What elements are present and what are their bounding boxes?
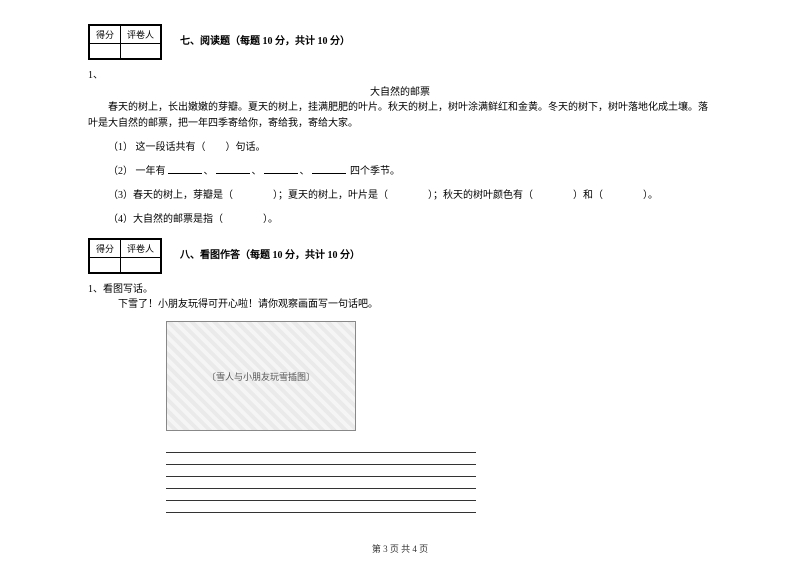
writing-line (166, 477, 476, 489)
q2-part-d: 、 (300, 166, 310, 177)
blank (312, 164, 346, 174)
score-blank-2 (121, 44, 161, 59)
q8-number: 1、看图写话。 (88, 280, 712, 295)
sub-q3: （3）春天的树上，芽瓣是（ ）；夏天的树上，叶片是（ ）；秋天的树叶颜色有（ ）… (108, 188, 712, 204)
writing-line (166, 453, 476, 465)
score-blank-2b (121, 258, 161, 273)
sub-q1: （1） 这一段话共有（ ）句话。 (108, 140, 712, 156)
q2-part-c: 、 (252, 166, 262, 177)
blank (168, 164, 202, 174)
blank (264, 164, 298, 174)
q2-part-e: 四个季节。 (348, 166, 401, 177)
score-col-2: 评卷人 (121, 26, 161, 44)
writing-line (166, 501, 476, 513)
writing-line (166, 465, 476, 477)
snowman-illustration: 〔雪人与小朋友玩雪插图〕 (166, 321, 356, 431)
section7-title: 七、阅读题（每题 10 分，共计 10 分） (180, 32, 350, 47)
section7-header: 得分 评卷人 七、阅读题（每题 10 分，共计 10 分） (88, 24, 712, 60)
writing-line (166, 489, 476, 501)
score-col-2b: 评卷人 (121, 240, 161, 258)
score-col-1: 得分 (90, 26, 121, 44)
writing-line (166, 441, 476, 453)
score-blank-1b (90, 258, 121, 273)
score-col-1b: 得分 (90, 240, 121, 258)
score-box-8: 得分 评卷人 (88, 238, 162, 274)
sub-q4: （4）大自然的邮票是指（ ）。 (108, 212, 712, 228)
blank (216, 164, 250, 174)
passage-text: 春天的树上，长出嫩嫩的芽瓣。夏天的树上，挂满肥肥的叶片。秋天的树上，树叶涂满鲜红… (88, 100, 712, 132)
writing-lines (166, 441, 476, 513)
q1-number: 1、 (88, 66, 712, 81)
section8-title: 八、看图作答（每题 10 分，共计 10 分） (180, 246, 360, 261)
q2-part-b: 、 (204, 166, 214, 177)
image-alt-text: 〔雪人与小朋友玩雪插图〕 (207, 370, 315, 383)
page-footer: 第 3 页 共 4 页 (0, 542, 800, 555)
q8-prompt: 下雪了！小朋友玩得可开心啦！请你观察画面写一句话吧。 (118, 297, 712, 313)
score-blank-1 (90, 44, 121, 59)
score-box-7: 得分 评卷人 (88, 24, 162, 60)
sub-q2: （2） 一年有 、 、 、 四个季节。 (108, 164, 712, 180)
section8-header: 得分 评卷人 八、看图作答（每题 10 分，共计 10 分） (88, 238, 712, 274)
q2-part-a: （2） 一年有 (108, 166, 166, 177)
passage-title: 大自然的邮票 (88, 83, 712, 98)
